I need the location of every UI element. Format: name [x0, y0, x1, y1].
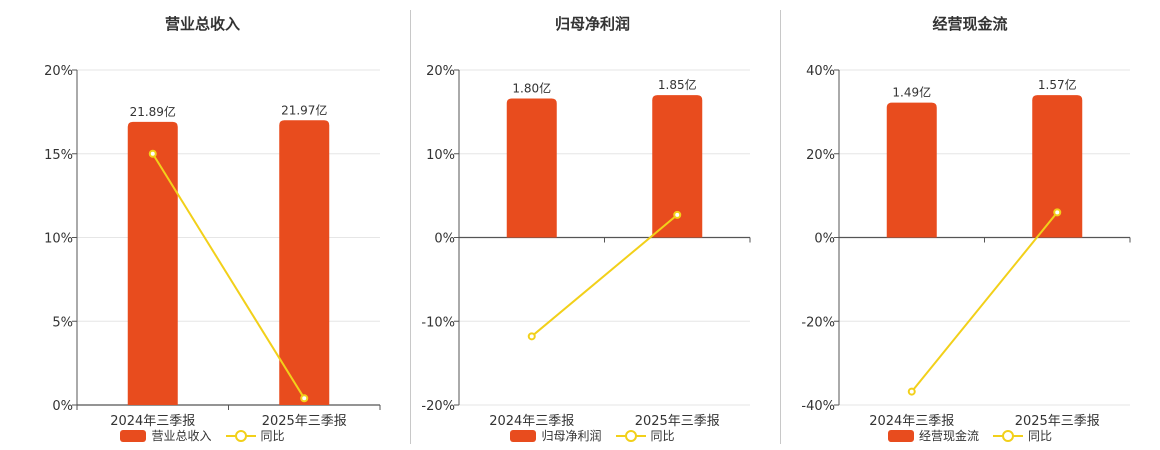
x-tick-label: 2025年三季报 — [262, 414, 347, 429]
chart-plot: 40% 20% 0% -20% -40% 1.49亿 2024年三季报 1.57亿 2025年三… — [801, 64, 1131, 429]
y-tick-label: 20% — [426, 64, 455, 79]
chart-title: 经营现金流 — [932, 15, 1008, 33]
chart-net-profit: 归母净利润 20% 10% 0% -10% -20% 1.80亿 2024年三季报 1.85亿… — [405, 0, 780, 450]
bar-data-label: 1.80亿 — [512, 80, 551, 95]
yoy-point — [527, 332, 536, 341]
y-tick-label: 5% — [52, 315, 73, 330]
y-tick-label: 20% — [44, 64, 73, 79]
bar — [506, 98, 557, 238]
y-tick-label: 0% — [814, 232, 835, 247]
y-tick-label: 40% — [806, 64, 835, 79]
y-tick-label: 20% — [806, 148, 835, 163]
x-tick-label: 2024年三季报 — [489, 414, 574, 429]
legend-bar-label[interactable]: 经营现金流 — [918, 429, 979, 443]
legend-line-label[interactable]: 同比 — [650, 429, 675, 443]
panel-divider — [780, 10, 781, 444]
yoy-line — [151, 153, 306, 399]
y-tick-label: -10% — [421, 315, 455, 330]
y-tick-label: -20% — [801, 315, 835, 330]
yoy-point — [300, 394, 309, 403]
y-tick-label: 0% — [52, 399, 73, 414]
x-tick-label: 2024年三季报 — [110, 414, 195, 429]
legend-line-label[interactable]: 同比 — [260, 429, 285, 443]
bar — [886, 102, 937, 238]
legend-bar-swatch[interactable] — [120, 429, 147, 442]
chart-cash-flow: 经营现金流 40% 20% 0% -20% -40% 1.49亿 2024年三季报 1.57亿… — [780, 0, 1160, 450]
y-tick-label: 15% — [44, 148, 73, 163]
yoy-point — [148, 149, 157, 158]
legend-line-label[interactable]: 同比 — [1028, 429, 1053, 443]
yoy-point — [1053, 208, 1062, 217]
legend-line-swatch[interactable] — [993, 429, 1023, 442]
y-tick-label: -40% — [801, 399, 835, 414]
x-tick-label: 2025年三季报 — [635, 414, 720, 429]
legend-bar-label[interactable]: 归母净利润 — [541, 429, 602, 443]
y-tick-label: 10% — [44, 232, 73, 247]
y-tick-label: -20% — [421, 399, 455, 414]
bar — [652, 95, 703, 238]
legend-line-swatch[interactable] — [615, 429, 646, 442]
bar — [127, 121, 178, 406]
chart-revenue: 营业总收入 20% 15% 10% 5% 0% 21.89亿 2024年三季报 21.97亿 2… — [0, 0, 405, 450]
chart-title: 归母净利润 — [554, 15, 630, 33]
chart-plot: 20% 15% 10% 5% 0% 21.89亿 2024年三季报 21.97亿 2025年三季… — [44, 64, 381, 429]
y-tick-label: 0% — [434, 232, 455, 247]
bar — [1032, 95, 1083, 238]
yoy-point — [907, 387, 916, 396]
bar — [279, 120, 330, 405]
legend-bar-swatch[interactable] — [510, 429, 537, 442]
y-tick-label: 10% — [426, 148, 455, 163]
panel-divider — [410, 10, 411, 444]
yoy-point — [673, 210, 682, 219]
chart-title: 营业总收入 — [164, 15, 240, 33]
x-tick-label: 2025年三季报 — [1015, 414, 1100, 429]
bar-data-label: 21.89亿 — [130, 104, 176, 119]
yoy-line — [531, 214, 678, 338]
bar-data-label: 1.49亿 — [892, 85, 931, 100]
legend-bar-swatch[interactable] — [887, 429, 914, 442]
bar-data-label: 1.85亿 — [658, 77, 697, 92]
chart-plot: 20% 10% 0% -10% -20% 1.80亿 2024年三季报 1.85亿 2025年三… — [421, 64, 751, 429]
x-tick-label: 2024年三季报 — [869, 414, 954, 429]
bar-data-label: 1.57亿 — [1038, 77, 1077, 92]
legend-bar-label[interactable]: 营业总收入 — [151, 429, 212, 443]
yoy-line — [910, 211, 1059, 393]
bar-data-label: 21.97亿 — [281, 102, 327, 117]
legend: 归母净利润 同比 — [405, 427, 780, 444]
legend: 经营现金流 同比 — [780, 427, 1160, 444]
legend: 营业总收入 同比 — [0, 427, 405, 444]
legend-line-swatch[interactable] — [225, 429, 256, 442]
